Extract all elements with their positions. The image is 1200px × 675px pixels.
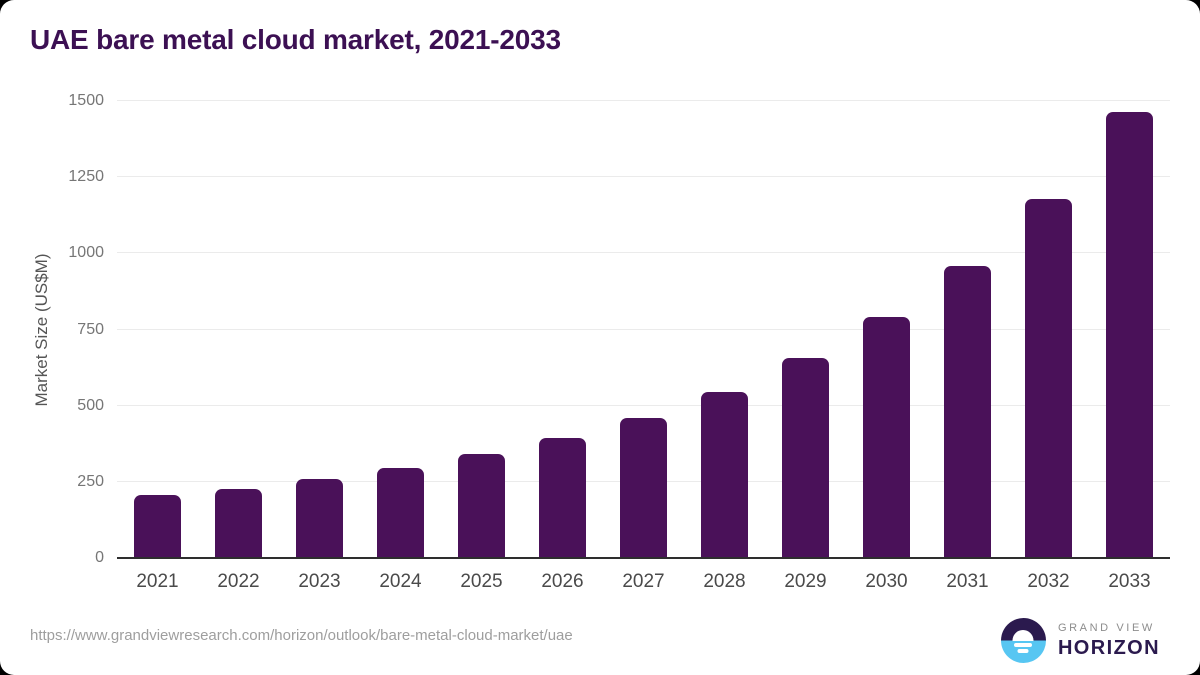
x-tick-label: 2023 [298, 571, 341, 592]
sun-reflection-bar [1017, 649, 1029, 653]
gridline [117, 252, 1170, 254]
logo-brand-name: GRAND VIEW [1057, 621, 1155, 634]
horizon-sun-icon [1000, 618, 1046, 663]
logo-product-name: HORIZON [1057, 636, 1160, 659]
bar-2023 [296, 478, 343, 558]
y-tick-label: 1250 [68, 168, 104, 186]
bar-2027 [620, 417, 667, 558]
bar-2030 [863, 317, 910, 558]
x-tick-label: 2022 [217, 571, 260, 592]
y-tick-label: 250 [77, 472, 104, 490]
logo-text: GRAND VIEW HORIZON [1058, 622, 1160, 660]
x-axis-line [117, 557, 1170, 559]
bar-2021 [134, 494, 181, 558]
x-tick-label: 2029 [784, 571, 827, 592]
x-tick-label: 2030 [865, 571, 908, 592]
bar-2033 [1106, 111, 1153, 558]
x-tick-label: 2026 [541, 571, 584, 592]
chart-title: UAE bare metal cloud market, 2021-2033 [30, 24, 561, 55]
bar-2025 [458, 454, 505, 558]
gridline [117, 100, 1170, 101]
sun-dome-shape [1012, 629, 1034, 641]
x-tick-label: 2021 [136, 571, 179, 592]
y-tick-label: 0 [95, 549, 104, 566]
y-tick-label: 1500 [68, 92, 104, 109]
bar-2029 [782, 357, 829, 558]
bar-2024 [377, 467, 424, 558]
source-url: https://www.grandviewresearch.com/horizo… [30, 627, 573, 644]
x-tick-label: 2025 [460, 571, 503, 592]
bar-2032 [1025, 199, 1072, 558]
x-tick-label: 2027 [622, 571, 665, 592]
sun-reflection-bar [1014, 643, 1033, 647]
gridline [117, 176, 1170, 178]
y-tick-label: 500 [77, 396, 104, 414]
bar-2022 [215, 488, 262, 558]
bar-2028 [701, 391, 748, 558]
x-tick-label: 2031 [946, 571, 989, 592]
y-axis-title: Market Size (US$M) [32, 253, 51, 407]
y-tick-label: 1000 [68, 244, 104, 262]
x-tick-label: 2032 [1027, 571, 1070, 592]
x-tick-label: 2033 [1108, 571, 1151, 592]
grand-view-horizon-logo: GRAND VIEW HORIZON [1000, 618, 1160, 663]
gridline [117, 328, 1170, 330]
plot-area: 0 250 500 750 1000 1250 1500 2021 2022 2023 2024 20… [68, 93, 1170, 592]
bar-2026 [539, 437, 586, 558]
x-tick-label: 2028 [703, 571, 746, 592]
x-tick-label: 2024 [379, 571, 422, 592]
gridline [117, 404, 1170, 406]
bar-2031 [944, 265, 991, 558]
y-tick-label: 750 [77, 320, 104, 338]
